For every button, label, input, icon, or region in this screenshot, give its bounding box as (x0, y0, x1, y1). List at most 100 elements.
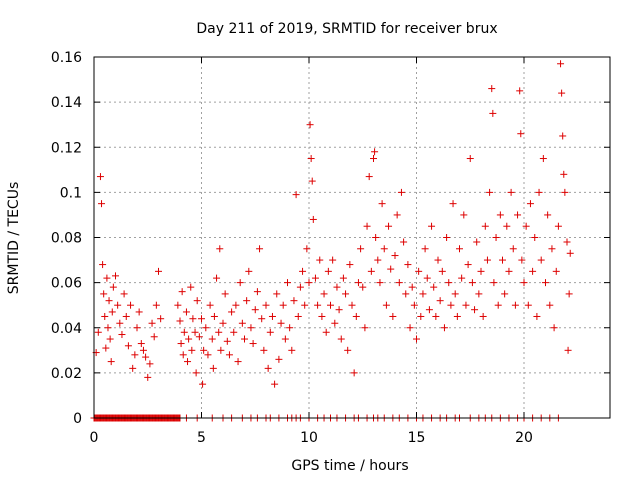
data-point (404, 261, 412, 269)
data-point (558, 89, 566, 97)
data-point (296, 283, 304, 291)
data-point (479, 312, 487, 320)
data-point (419, 290, 427, 298)
data-point (122, 312, 130, 320)
data-point (565, 290, 573, 298)
data-point (260, 346, 268, 354)
data-point (146, 360, 154, 368)
data-point (561, 188, 569, 196)
data-point (425, 306, 433, 314)
data-point (133, 324, 141, 332)
data-point (266, 328, 274, 336)
data-point (477, 267, 485, 275)
data-point (507, 188, 515, 196)
data-point (204, 351, 212, 359)
y-tick-label: 0 (73, 411, 82, 427)
data-point (217, 346, 225, 354)
data-point (116, 319, 124, 327)
data-point (499, 256, 506, 264)
data-point (277, 319, 285, 327)
data-point (286, 324, 294, 332)
data-point (357, 245, 365, 253)
data-point (148, 319, 156, 327)
data-point (106, 335, 114, 343)
data-point (434, 256, 442, 264)
data-point (144, 373, 152, 381)
data-point (518, 256, 526, 264)
data-point (505, 267, 513, 275)
data-point (98, 200, 106, 208)
data-point (202, 324, 210, 332)
data-point (308, 177, 316, 185)
data-point (374, 256, 382, 264)
data-point (228, 308, 236, 316)
x-tick-label: 5 (197, 430, 206, 446)
data-point (517, 130, 525, 138)
data-point (397, 188, 405, 196)
data-point (288, 346, 296, 354)
data-point (185, 335, 193, 343)
data-point (346, 261, 354, 269)
data-point (206, 301, 214, 309)
data-point (262, 301, 270, 309)
data-point (189, 315, 197, 323)
chart-title: Day 211 of 2019, SRMTID for receiver bru… (196, 21, 497, 37)
grid (94, 57, 610, 418)
data-point (99, 261, 107, 269)
data-point (447, 301, 455, 309)
data-point (306, 121, 314, 129)
data-point (352, 312, 360, 320)
y-tick-label: 0.02 (51, 366, 82, 382)
data-point (281, 335, 289, 343)
data-point (402, 290, 410, 298)
data-point (520, 279, 528, 287)
data-point (238, 319, 246, 327)
data-point (464, 261, 472, 269)
data-point (539, 155, 547, 163)
data-point (124, 342, 132, 350)
data-point (219, 319, 227, 327)
data-point (225, 351, 233, 359)
data-point (139, 346, 147, 354)
data-point (365, 173, 373, 181)
data-point (184, 358, 192, 366)
data-point (526, 200, 534, 208)
data-point (191, 328, 199, 336)
axis-ticks (93, 56, 610, 419)
data-point (406, 324, 414, 332)
data-point (363, 222, 371, 230)
data-point (192, 369, 200, 377)
x-tick-label: 0 (90, 430, 99, 446)
data-point (449, 200, 457, 208)
data-point (483, 256, 491, 264)
x-axis-title: GPS time / hours (291, 458, 408, 474)
data-point (102, 344, 110, 352)
data-point (215, 328, 223, 336)
data-point (137, 340, 145, 348)
data-point (223, 337, 231, 345)
tick-labels: 0 5 10 15 20 0 0.02 0.04 0.06 0.08 0.1 0.12 0.14 0.16 (51, 50, 533, 446)
data-point (331, 319, 339, 327)
data-point (109, 283, 117, 291)
data-point (275, 355, 283, 363)
data-point (316, 256, 324, 264)
data-point (174, 301, 182, 309)
data-point (458, 274, 466, 282)
data-point (337, 335, 345, 343)
data-point (249, 340, 257, 348)
data-point (460, 211, 468, 219)
data-point (188, 346, 196, 354)
data-point (564, 346, 572, 354)
data-point (152, 301, 160, 309)
data-point (421, 245, 429, 253)
data-point (376, 279, 384, 287)
data-point (400, 238, 408, 246)
data-point (178, 288, 186, 296)
data-point (142, 353, 150, 361)
data-point (533, 312, 541, 320)
data-point (318, 312, 326, 320)
data-point (182, 308, 190, 316)
data-point (129, 364, 137, 372)
data-point (408, 283, 416, 291)
data-point (157, 315, 165, 323)
